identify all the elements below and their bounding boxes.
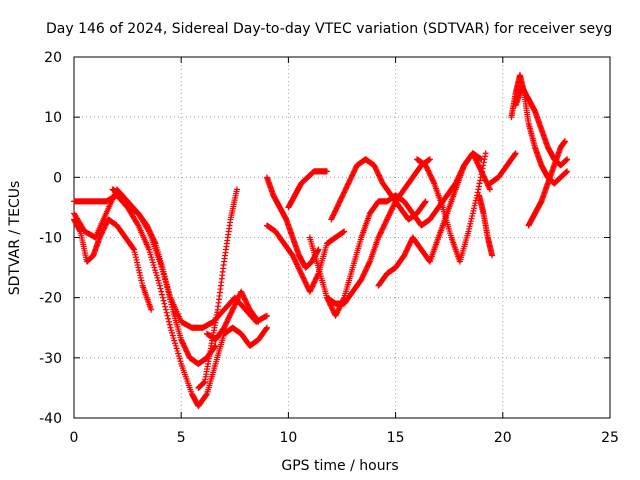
y-tick-label: -40 <box>39 411 62 427</box>
x-axis-label: GPS time / hours <box>281 458 398 474</box>
data-marks <box>71 72 571 409</box>
data-point <box>426 156 433 163</box>
data-point <box>323 168 330 175</box>
x-tick-label: 20 <box>494 430 512 446</box>
data-point <box>482 153 489 160</box>
data-point <box>165 318 172 325</box>
series-arc-c <box>71 216 155 313</box>
data-point <box>480 159 487 166</box>
y-axis-label: SDTVAR / TECUs <box>7 181 23 296</box>
data-point <box>486 185 493 192</box>
data-point <box>211 343 218 350</box>
series-arc-s <box>525 138 568 229</box>
data-point <box>489 252 496 259</box>
data-point <box>165 315 172 322</box>
data-point <box>478 168 485 175</box>
y-tick-label: 0 <box>53 170 62 186</box>
axis-ticks <box>73 56 611 419</box>
series-arc-f <box>203 288 262 343</box>
data-point <box>475 183 482 190</box>
x-tick-label: 5 <box>177 430 186 446</box>
data-point <box>158 288 165 295</box>
series-arc-b <box>71 186 270 331</box>
data-point <box>341 228 348 235</box>
data-point <box>162 303 169 310</box>
x-tick-labels: 0 5 10 15 20 25 <box>70 430 619 446</box>
x-tick-label: 25 <box>601 430 619 446</box>
data-point <box>134 221 141 228</box>
data-point <box>254 317 261 324</box>
data-point <box>512 150 519 157</box>
series-arc-d <box>109 186 219 367</box>
x-tick-label: 0 <box>70 430 79 446</box>
data-point <box>315 246 322 253</box>
data-point <box>161 300 168 307</box>
data-point <box>481 156 488 163</box>
data-point <box>263 325 270 332</box>
y-tick-label: 20 <box>44 50 62 66</box>
data-point <box>476 180 483 187</box>
data-point <box>482 150 489 157</box>
series-arc-o <box>476 192 496 259</box>
data-point <box>233 186 240 193</box>
data-point <box>422 199 429 206</box>
series-arc-h <box>263 222 348 295</box>
data-point <box>203 391 210 398</box>
data-point <box>151 239 158 246</box>
data-point <box>486 186 493 193</box>
data-point <box>148 306 155 313</box>
data-point <box>157 285 164 292</box>
series-arc-m <box>375 150 493 289</box>
data-point <box>480 162 487 169</box>
data-point <box>130 245 137 252</box>
data-point <box>366 259 373 266</box>
data-point <box>564 168 571 175</box>
data-point <box>163 309 170 316</box>
data-point <box>162 306 169 313</box>
y-tick-label: -30 <box>39 351 62 367</box>
data-point <box>561 138 568 145</box>
series-arc-r <box>512 84 571 169</box>
x-tick-label: 10 <box>279 430 297 446</box>
series-arc-p <box>486 150 519 187</box>
series-arc-e <box>195 186 240 391</box>
data-point <box>512 151 519 158</box>
data-point <box>255 318 262 325</box>
data-point <box>477 174 484 181</box>
data-point <box>422 198 429 205</box>
data-point <box>159 291 166 298</box>
data-point <box>479 165 486 172</box>
data-point <box>478 171 485 178</box>
series-arc-n <box>414 150 489 265</box>
y-tick-label: 10 <box>44 110 62 126</box>
data-point <box>477 177 484 184</box>
x-tick-label: 15 <box>387 430 405 446</box>
data-point <box>164 312 171 319</box>
data-point <box>475 186 482 193</box>
data-point <box>166 321 173 328</box>
data-point <box>263 324 270 331</box>
y-tick-labels: -40 -30 -20 -10 0 10 20 <box>39 50 62 427</box>
data-point <box>263 312 270 319</box>
data-point <box>160 297 167 304</box>
data-point <box>564 156 571 163</box>
data-point <box>474 189 481 196</box>
y-tick-label: -10 <box>39 231 62 247</box>
y-tick-label: -20 <box>39 291 62 307</box>
series-arc-q <box>508 72 571 187</box>
data-point <box>430 179 437 186</box>
data-point <box>159 294 166 301</box>
series-arc-i <box>285 168 330 211</box>
data-point <box>156 282 163 289</box>
series-arc-k <box>328 156 429 223</box>
chart-title: Day 146 of 2024, Sidereal Day-to-day VTE… <box>46 21 612 37</box>
